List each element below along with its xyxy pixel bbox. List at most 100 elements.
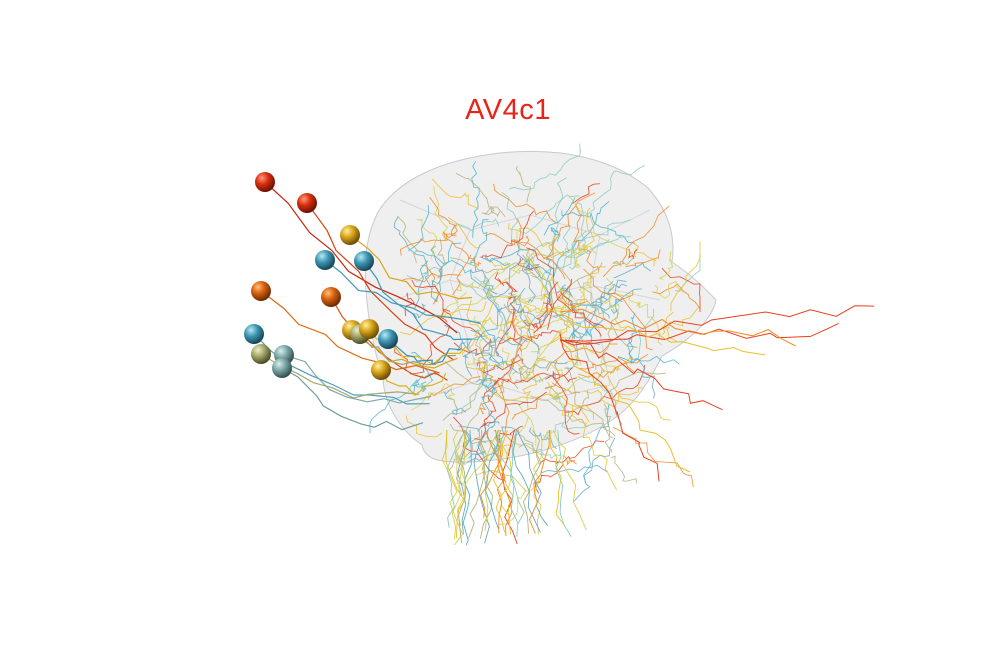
arbor-branch [534, 463, 564, 494]
arbor-branch [499, 314, 530, 394]
arbor-branch [593, 356, 632, 387]
arbor-branch [476, 358, 524, 374]
arbor-branch [568, 237, 577, 270]
arbor-branch [543, 197, 576, 236]
arbor-branch [571, 405, 618, 491]
arbor-branch [612, 256, 635, 267]
arbor-branch [444, 237, 482, 267]
descending-branch [445, 429, 466, 538]
arbor-branch [546, 342, 618, 372]
arbor-branch [528, 427, 557, 449]
arbor-branch [506, 297, 523, 342]
arbor-branch [661, 305, 701, 336]
projection-branch [559, 322, 839, 342]
arbor-branch [454, 433, 465, 487]
arbor-branch [553, 200, 610, 278]
arbor-branch [498, 307, 509, 336]
arbor-branch [562, 454, 577, 467]
arbor-branch [577, 354, 649, 379]
arbor-branch [416, 217, 438, 259]
arbor-branch [524, 268, 571, 329]
primary-neurite [283, 354, 432, 404]
descending-branch [555, 429, 572, 538]
arbor-branch [508, 223, 566, 256]
arbor-branch [586, 165, 646, 216]
arbor-branch [411, 379, 427, 393]
arbor-branch [646, 304, 663, 346]
descending-branch [446, 429, 467, 528]
arbor-branch [535, 239, 556, 332]
arbor-branch [652, 283, 701, 309]
arbor-branch [445, 382, 457, 407]
arbor-branch [522, 319, 539, 329]
arbor-branch [487, 290, 531, 304]
arbor-branch [530, 177, 567, 262]
arbor-branch [654, 280, 685, 299]
arbor-branch [577, 202, 587, 248]
arbor-branch [508, 143, 582, 191]
arbor-branch [483, 274, 494, 297]
arbor-branch [493, 367, 573, 386]
arbor-branch [443, 265, 522, 319]
arbor-branch [582, 303, 612, 316]
arbor-branch [411, 279, 483, 337]
arbor-branch [468, 254, 477, 273]
arbor-branch [610, 455, 638, 484]
primary-neurite [363, 260, 472, 341]
arbor-branch [455, 172, 506, 218]
arbor-branch [481, 205, 501, 218]
arbor-branch [573, 243, 589, 268]
primary-neurite [380, 369, 447, 397]
arbor-branch [490, 391, 595, 421]
arbor-branch [626, 312, 638, 364]
arbor-branch [396, 215, 418, 263]
primary-neurite [281, 367, 424, 431]
arbor-branch [470, 268, 500, 313]
arbor-branch [547, 257, 597, 370]
arbor-branch [488, 258, 524, 299]
arbor-branch [456, 269, 500, 292]
arbor-branch [607, 375, 671, 421]
arbor-branch [440, 308, 451, 323]
descending-branch [457, 429, 471, 535]
primary-neurites [253, 181, 481, 431]
projection-branch [559, 305, 875, 345]
arbor-branch [466, 299, 491, 342]
arbor-branch [561, 210, 636, 244]
arbor-branch [460, 361, 505, 415]
arbor-branch [510, 334, 538, 368]
descending-branch [468, 429, 485, 539]
arbor-branch [483, 354, 520, 400]
arbor-branch [467, 357, 508, 372]
arbor-branch [526, 247, 602, 337]
descending-branch [552, 429, 587, 531]
arbor-branch [446, 436, 480, 472]
arbor-branch [468, 440, 487, 459]
arbor-branch [476, 337, 497, 384]
arbor-branch [415, 250, 498, 295]
projection-branch [559, 318, 765, 356]
descending-branch [451, 429, 466, 540]
primary-neurite [349, 234, 473, 300]
arbor-branch [515, 165, 532, 203]
arbor-branch [670, 241, 701, 312]
arbor-branch [631, 241, 657, 267]
arbor-branch [610, 298, 623, 315]
descending-branch [484, 429, 506, 534]
arbor-branch [458, 421, 500, 432]
soma-gold-3 [359, 319, 379, 339]
primary-neurite [260, 290, 440, 374]
arbor-branch [663, 311, 678, 343]
descending-branch [458, 429, 468, 543]
arbor-branch [628, 248, 638, 260]
arbor-branch [506, 318, 531, 326]
arbor-branch [433, 185, 449, 241]
arbor-branch [612, 426, 694, 488]
arbor-branch [456, 341, 466, 352]
arbor-branch [399, 233, 457, 256]
arbor-branch [407, 379, 434, 393]
soma-blue-3 [378, 329, 398, 349]
arbor-branch [414, 260, 429, 309]
arbor-branch [431, 178, 478, 210]
arbor-branch [484, 233, 530, 247]
